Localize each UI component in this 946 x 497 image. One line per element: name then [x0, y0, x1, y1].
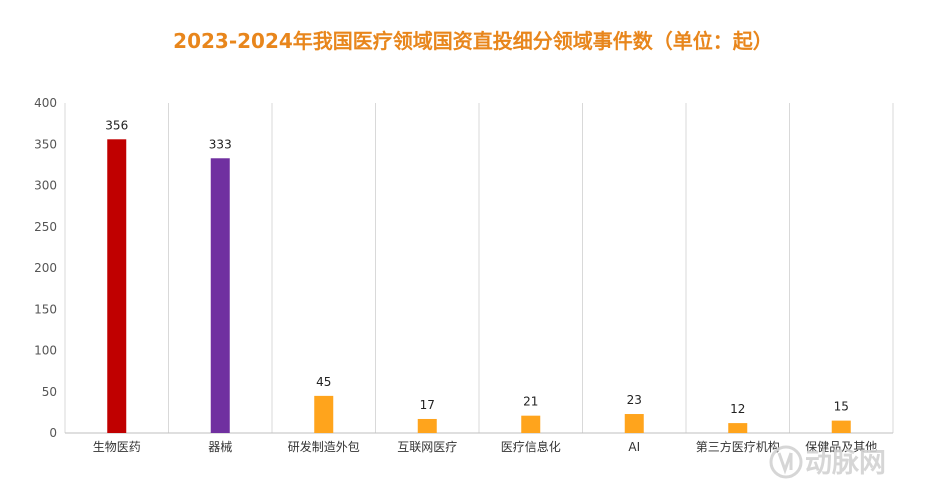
- bar: [831, 420, 851, 433]
- bar: [521, 415, 541, 433]
- data-label: 23: [627, 393, 642, 407]
- y-tick-label: 300: [34, 179, 57, 193]
- y-tick-label: 150: [34, 302, 57, 316]
- bar: [728, 423, 748, 433]
- watermark: 动脉网: [769, 445, 886, 479]
- x-tick-label: 生物医药: [93, 440, 141, 454]
- y-tick-label: 100: [34, 344, 57, 358]
- bar: [210, 158, 230, 433]
- x-tick-label: 第三方医疗机构: [696, 439, 780, 454]
- x-tick-label: 医疗信息化: [501, 439, 561, 454]
- y-tick-label: 250: [34, 220, 57, 234]
- vb-logo-icon: [769, 445, 803, 479]
- data-label: 45: [316, 375, 331, 389]
- data-label: 356: [105, 118, 128, 132]
- bar: [624, 414, 644, 433]
- data-label: 21: [523, 395, 538, 409]
- plot-area: 0 50 100 150 200 250 300 350 400 356 生物医药 333 器械 45 研发…: [34, 96, 894, 454]
- data-label: 12: [730, 402, 745, 416]
- y-tick-label: 200: [34, 261, 57, 275]
- data-label: 15: [834, 400, 849, 414]
- x-tick-label: 保健品及其他: [805, 440, 877, 454]
- chart-title: 2023-2024年我国医疗领域国资直投细分领域事件数（单位：起）: [173, 29, 773, 53]
- data-label: 17: [420, 398, 435, 412]
- bar: [417, 418, 437, 433]
- watermark-text: 动脉网: [805, 448, 886, 479]
- x-tick-label: 研发制造外包: [288, 439, 360, 454]
- x-tick-label: 互联网医疗: [397, 440, 457, 454]
- y-tick-label: 400: [34, 96, 57, 110]
- y-tick-label: 50: [42, 385, 57, 399]
- y-tick-label: 350: [34, 137, 57, 151]
- x-tick-label: 器械: [208, 439, 232, 454]
- bar: [107, 139, 127, 434]
- data-label: 333: [209, 137, 232, 151]
- y-tick-label: 0: [49, 426, 57, 440]
- x-tick-label: AI: [628, 440, 640, 454]
- bar: [314, 395, 334, 433]
